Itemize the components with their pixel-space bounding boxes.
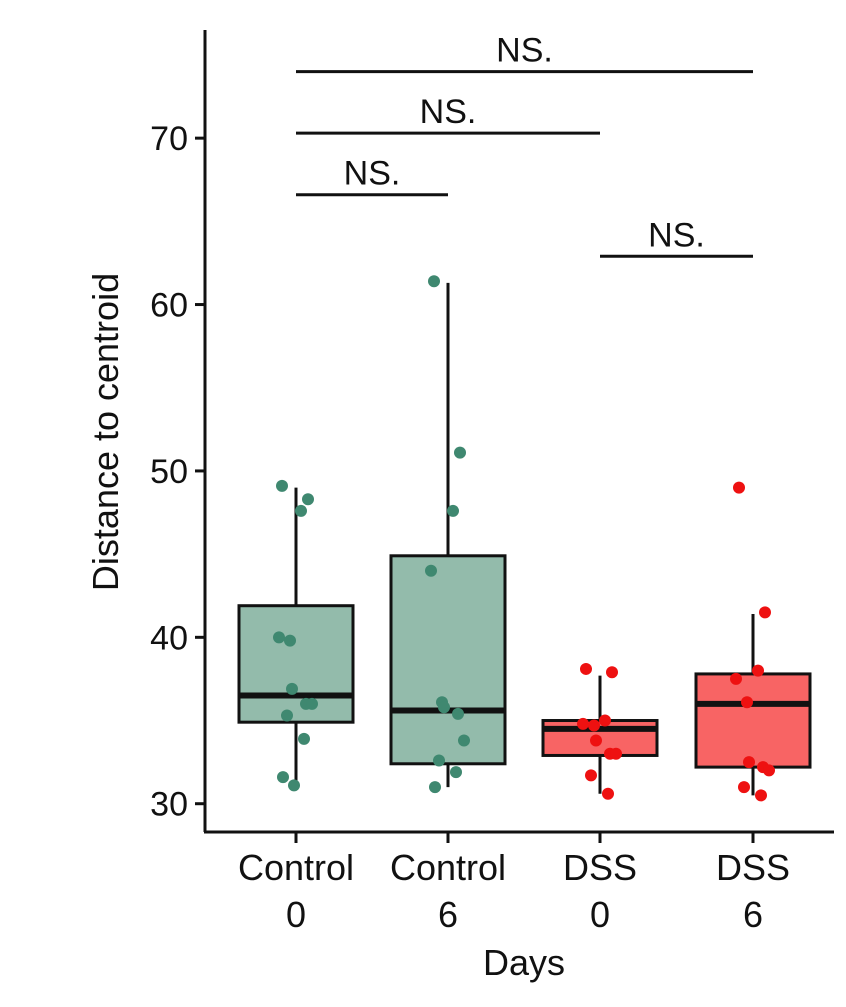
data-point bbox=[447, 504, 459, 517]
y-axis-label: Distance to centroid bbox=[85, 273, 126, 591]
box bbox=[389, 554, 507, 766]
x-tick-label-line2: 6 bbox=[438, 894, 458, 935]
data-point bbox=[295, 504, 307, 517]
data-point bbox=[602, 787, 614, 800]
data-point bbox=[433, 754, 445, 767]
data-point bbox=[450, 766, 462, 779]
data-point bbox=[284, 634, 296, 647]
significance-label: NS. bbox=[648, 216, 705, 254]
data-point bbox=[741, 696, 753, 709]
data-point bbox=[273, 631, 285, 644]
y-tick-label: 30 bbox=[150, 786, 188, 824]
x-tick-label-line1: Control bbox=[390, 847, 506, 888]
data-point bbox=[759, 606, 771, 619]
box-group-1 bbox=[389, 275, 507, 794]
data-point bbox=[429, 781, 441, 794]
significance-label: NS. bbox=[420, 93, 477, 131]
box-group-0 bbox=[237, 479, 355, 792]
data-point bbox=[298, 732, 310, 745]
data-point bbox=[752, 664, 764, 677]
data-point bbox=[452, 707, 464, 720]
data-point bbox=[458, 734, 470, 747]
data-point bbox=[277, 771, 289, 784]
data-point bbox=[286, 682, 298, 695]
x-tick-label-line1: DSS bbox=[716, 847, 790, 888]
x-axis-ticks: Control 0 Control 6 DSS 0 DSS 6 bbox=[238, 832, 790, 935]
box bbox=[237, 604, 355, 724]
data-point bbox=[590, 734, 602, 747]
data-point bbox=[428, 275, 440, 288]
data-point bbox=[438, 701, 450, 714]
x-axis-label: Days bbox=[483, 942, 565, 983]
box bbox=[694, 672, 812, 769]
y-axis-ticks: 30 40 50 60 70 bbox=[150, 120, 205, 824]
data-point bbox=[606, 666, 618, 679]
data-point bbox=[599, 714, 611, 727]
data-point bbox=[306, 697, 318, 710]
x-tick-label-line2: 0 bbox=[286, 894, 306, 935]
x-tick-label-line1: DSS bbox=[563, 847, 637, 888]
x-tick-label-line1: Control bbox=[238, 847, 354, 888]
data-point bbox=[281, 709, 293, 722]
significance-label: NS. bbox=[496, 32, 553, 70]
y-tick-label: 70 bbox=[150, 120, 188, 158]
data-point bbox=[733, 481, 745, 494]
data-point bbox=[288, 779, 300, 792]
significance-label: NS. bbox=[344, 155, 401, 193]
x-tick-label-line2: 0 bbox=[590, 894, 610, 935]
data-point bbox=[610, 747, 622, 760]
x-tick-label-line2: 6 bbox=[743, 894, 763, 935]
plot-area: NS. NS. NS. NS. bbox=[237, 32, 812, 802]
data-point bbox=[585, 769, 597, 782]
y-tick-label: 60 bbox=[150, 287, 188, 325]
box-group-3 bbox=[694, 481, 812, 802]
data-point bbox=[738, 781, 750, 794]
data-point bbox=[588, 719, 600, 732]
data-point bbox=[425, 564, 437, 577]
data-point bbox=[743, 756, 755, 769]
y-tick-label: 50 bbox=[150, 453, 188, 491]
box-group-2 bbox=[541, 662, 659, 800]
data-point bbox=[276, 479, 288, 492]
data-point bbox=[763, 764, 775, 777]
data-point bbox=[454, 446, 466, 459]
y-tick-label: 40 bbox=[150, 619, 188, 657]
data-point bbox=[755, 789, 767, 802]
data-point bbox=[580, 662, 592, 675]
data-point bbox=[577, 717, 589, 730]
data-point bbox=[730, 672, 742, 685]
data-point bbox=[302, 493, 314, 506]
